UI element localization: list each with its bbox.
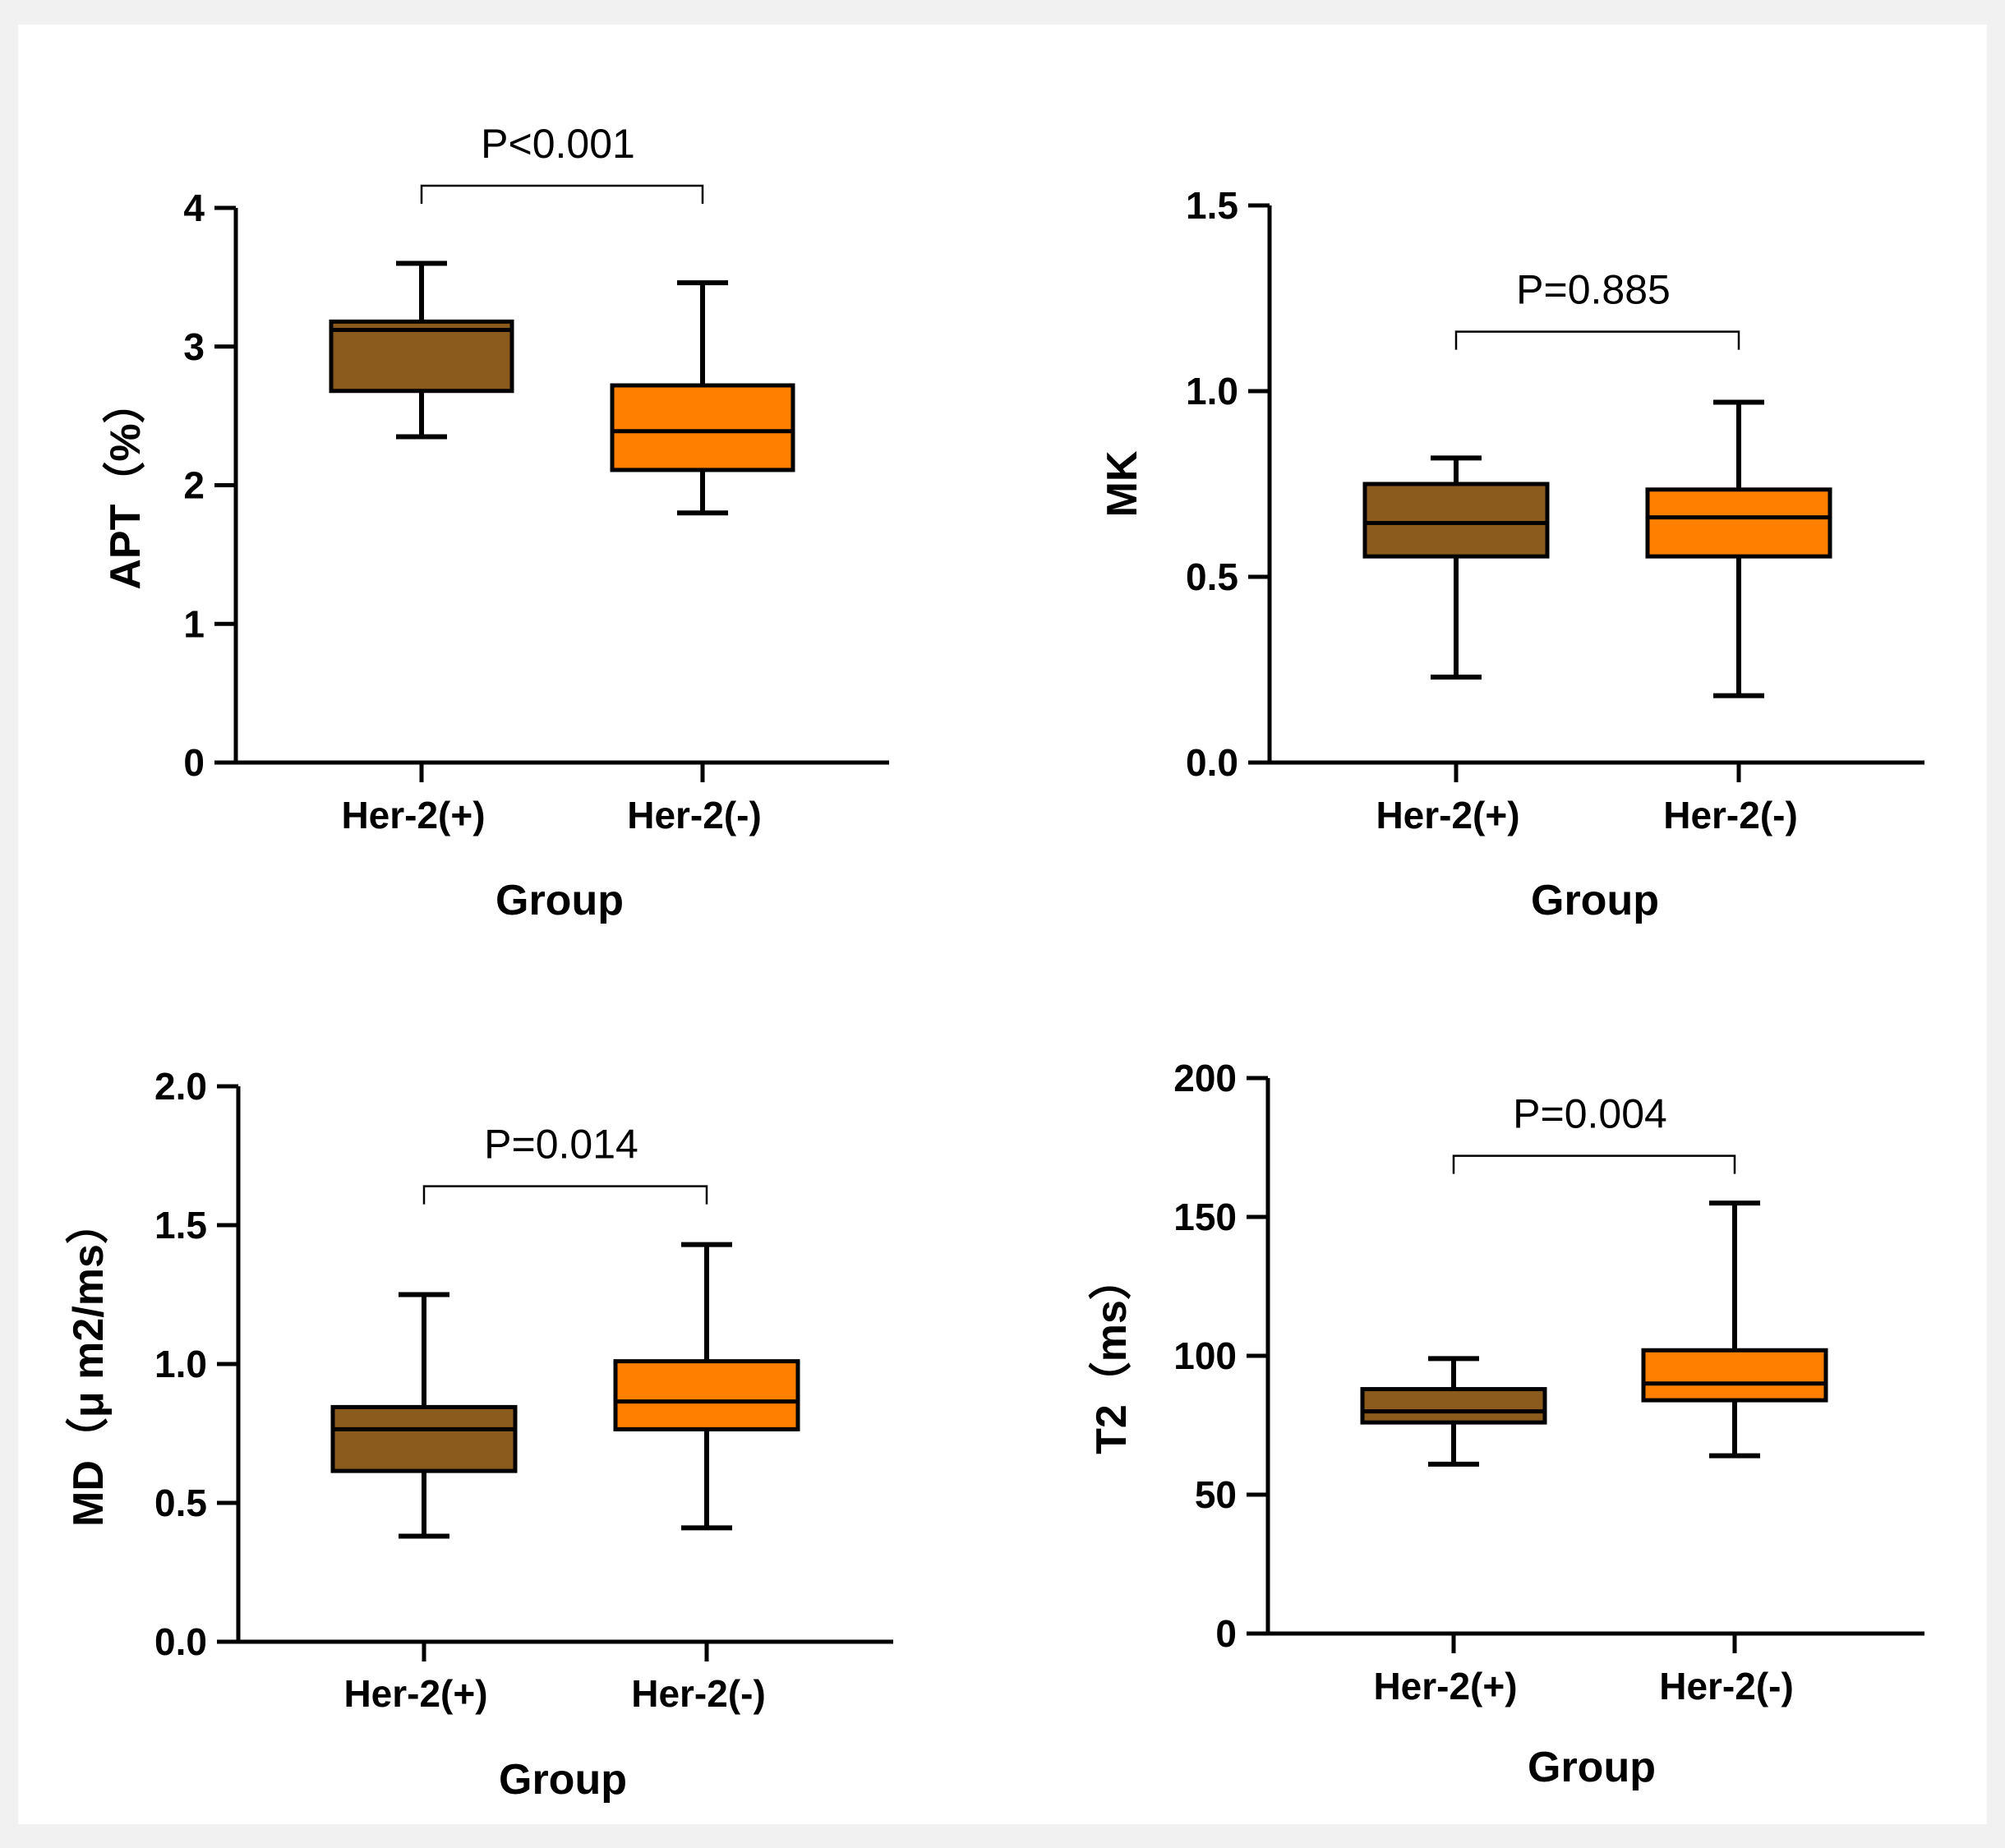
box-her2-positive xyxy=(329,260,514,440)
box-her2-negative xyxy=(1645,399,1832,698)
p-value-label: P=0.014 xyxy=(484,1122,638,1168)
x-category-label: Her-2(-) xyxy=(631,1672,766,1715)
iqr-box xyxy=(1641,1348,1828,1403)
box-her2-positive xyxy=(1362,455,1550,680)
x-axis-title: Group xyxy=(1528,1744,1656,1791)
y-tick-label: 4 xyxy=(183,187,205,229)
chart-panel-4: 0 50 100 150 200 Her-2(+) Her-2(-)Group T2（ms） P… xyxy=(1088,1057,1924,1791)
box-her2-negative xyxy=(1641,1201,1828,1459)
p-value-label: P<0.001 xyxy=(481,121,635,167)
p-value-label: P=0.004 xyxy=(1513,1091,1667,1137)
y-tick-label: 0.5 xyxy=(1186,555,1238,598)
chart-panel-3: 0.0 0.5 1.0 1.5 2.0 Her-2(+) Her-2(-)Group MD（μ… xyxy=(65,1065,893,1804)
x-category-label: Her-2(-) xyxy=(1663,794,1798,836)
p-value-label: P=0.885 xyxy=(1516,267,1671,313)
y-tick-label: 50 xyxy=(1195,1473,1237,1516)
iqr-box xyxy=(1362,482,1550,559)
chart-panel-1: 0 1 2 3 4 Her-2(+) Her-2(-)Group APT（%） P<0.001 xyxy=(102,121,889,924)
y-tick-label: 3 xyxy=(183,325,205,368)
box-her2-positive xyxy=(330,1292,518,1539)
y-tick-label: 150 xyxy=(1173,1196,1237,1238)
box-her2-negative xyxy=(613,1242,800,1531)
x-axis-title: Group xyxy=(1531,877,1659,924)
y-tick-label: 1.0 xyxy=(1186,370,1238,412)
iqr-box xyxy=(330,1404,518,1473)
x-category-label: Her-2(+) xyxy=(1373,1665,1517,1707)
x-axis-title: Group xyxy=(499,1756,627,1804)
y-axis-title: MK xyxy=(1099,450,1146,517)
y-tick-label: 1 xyxy=(183,602,205,645)
iqr-box xyxy=(329,319,514,394)
y-tick-label: 100 xyxy=(1173,1334,1237,1377)
y-tick-label: 1.5 xyxy=(154,1204,207,1247)
significance-bracket xyxy=(1454,330,1740,350)
y-tick-label: 0 xyxy=(183,741,205,784)
x-axis-title: Group xyxy=(495,877,624,924)
y-axis-title: T2（ms） xyxy=(1088,1257,1136,1454)
significance-bracket xyxy=(1452,1154,1736,1174)
y-tick-label: 200 xyxy=(1173,1057,1237,1099)
box-her2-positive xyxy=(1360,1356,1547,1467)
x-category-label: Her-2(-) xyxy=(627,794,762,836)
x-category-label: Her-2(+) xyxy=(343,1672,487,1715)
y-axis-title: APT（%） xyxy=(102,380,150,589)
y-tick-label: 0.0 xyxy=(1186,741,1238,784)
y-axis-title: MD（μ m2/ms） xyxy=(65,1201,113,1527)
figure-panel: 0 1 2 3 4 Her-2(+) Her-2(-) Group APT（%） P<0.001 0… xyxy=(18,25,1987,1824)
y-tick-label: 2 xyxy=(183,464,205,507)
iqr-box xyxy=(613,1359,800,1431)
x-category-label: Her-2(+) xyxy=(1376,794,1519,836)
y-tick-label: 0 xyxy=(1215,1612,1237,1655)
iqr-box xyxy=(1360,1387,1547,1425)
x-category-label: Her-2(-) xyxy=(1659,1665,1794,1707)
significance-bracket xyxy=(420,184,704,204)
y-tick-label: 0.5 xyxy=(154,1482,207,1524)
chart-panel-2: 0.0 0.5 1.0 1.5 Her-2(+) Her-2(-)Group MK P=0.8… xyxy=(1099,184,1924,924)
box-her2-negative xyxy=(610,280,795,516)
y-tick-label: 0.0 xyxy=(154,1620,207,1663)
iqr-box xyxy=(1645,487,1832,559)
iqr-box xyxy=(610,383,795,472)
x-category-label: Her-2(+) xyxy=(341,794,485,836)
y-tick-label: 1.0 xyxy=(154,1343,207,1385)
y-tick-label: 1.5 xyxy=(1186,184,1238,227)
significance-bracket xyxy=(422,1185,708,1205)
y-tick-label: 2.0 xyxy=(154,1065,207,1108)
